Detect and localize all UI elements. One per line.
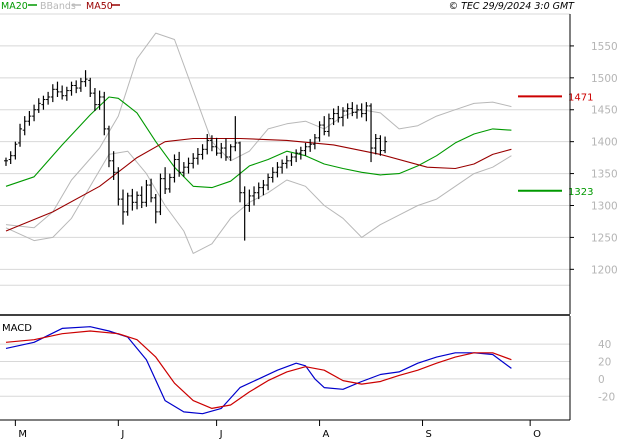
copyright-timestamp: © TEC 29/9/2024 3:0 GMT	[449, 1, 576, 12]
bollinger-bands	[5, 32, 512, 254]
price-y-tick-label: 1550	[591, 41, 618, 53]
price-y-tick-label: 1500	[591, 73, 618, 85]
legend-label-bbands: BBands	[40, 1, 76, 12]
price-gridlines	[0, 13, 570, 286]
price-y-tick-label: 1400	[591, 137, 618, 149]
bbands-upper-line	[5, 32, 512, 229]
x-tick-label: M	[18, 429, 27, 440]
macd-y-tick-label: 40	[598, 339, 611, 351]
price-y-tick-label: 1350	[591, 169, 618, 181]
signal-line	[5, 330, 512, 409]
price-y-tick-label: 1250	[591, 232, 618, 244]
x-tick-label: A	[323, 429, 330, 440]
annotation-label: 1471	[568, 92, 593, 103]
bbands-lower-line	[5, 150, 512, 254]
macd-panel-title: MACD	[2, 323, 32, 334]
price-y-tick-label: 1200	[591, 264, 618, 276]
legend: MA20 BBands MA50	[1, 1, 120, 12]
legend-label-ma20: MA20	[1, 1, 28, 12]
macd-gridlines	[0, 343, 570, 397]
macd-y-tick-label: 20	[598, 356, 611, 368]
moving-averages	[5, 96, 512, 232]
macd-y-axis: 40 20 0 -20	[598, 339, 615, 403]
ma20-line	[5, 96, 512, 189]
macd-lines	[5, 326, 512, 415]
annotation-label: 1323	[568, 187, 593, 198]
macd-line	[5, 326, 512, 415]
x-tick-label: J	[120, 429, 124, 440]
macd-y-tick-label: -20	[598, 391, 615, 403]
price-y-axis: 1200 1250 1300 1350 1400 1450 1500 1550	[570, 41, 618, 276]
x-tick-label: J	[219, 429, 223, 440]
ma50-line	[5, 137, 512, 232]
legend-label-ma50: MA50	[86, 1, 113, 12]
price-y-tick-label: 1300	[591, 200, 618, 212]
macd-y-tick-label: 0	[598, 374, 605, 386]
x-tick-label: O	[533, 429, 541, 440]
price-bars	[4, 70, 388, 241]
x-tick-label: S	[426, 429, 432, 440]
price-annotations: 1471 1323	[518, 92, 593, 198]
price-y-tick-label: 1450	[591, 105, 618, 117]
